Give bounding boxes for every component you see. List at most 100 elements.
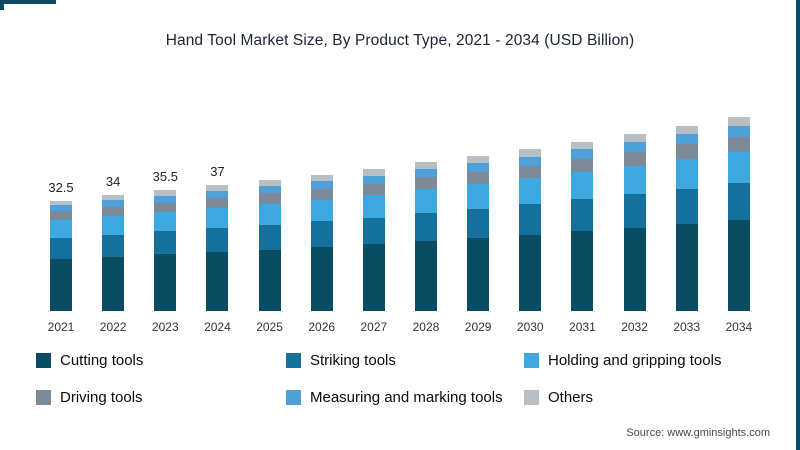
bar-segment bbox=[675, 144, 698, 160]
legend-swatch-icon bbox=[286, 353, 301, 368]
bar-segment bbox=[467, 163, 490, 172]
bar-column: 2031 bbox=[559, 102, 605, 334]
bar-segment bbox=[50, 200, 72, 206]
bar-segment bbox=[206, 207, 229, 229]
bar-segment bbox=[362, 183, 385, 195]
x-axis-label: 2034 bbox=[725, 320, 753, 334]
bar-segment bbox=[362, 175, 385, 184]
bar-segment bbox=[154, 212, 177, 232]
bar-segment bbox=[102, 195, 125, 201]
bar-segment bbox=[206, 251, 229, 311]
bar-segment bbox=[50, 259, 72, 311]
bar-segment bbox=[362, 194, 385, 218]
legend-label: Driving tools bbox=[60, 389, 143, 406]
legend-swatch-icon bbox=[286, 390, 301, 405]
bar-segment bbox=[414, 189, 437, 214]
legend-swatch-icon bbox=[36, 353, 51, 368]
stacked-bar bbox=[310, 175, 333, 311]
stacked-bar bbox=[258, 180, 281, 311]
stacked-bar bbox=[727, 117, 750, 311]
bar-segment bbox=[50, 211, 72, 221]
x-axis-label: 2028 bbox=[412, 320, 440, 334]
bar-segment bbox=[623, 194, 646, 228]
bar-segment bbox=[414, 241, 437, 311]
stacked-bar bbox=[206, 185, 229, 311]
x-axis-label: 2023 bbox=[151, 320, 179, 334]
bar-segment bbox=[258, 249, 281, 311]
x-axis-label: 2031 bbox=[569, 320, 596, 334]
bar-column: 37 2024 bbox=[194, 102, 240, 334]
bar-segment bbox=[571, 149, 594, 159]
bar-segment bbox=[519, 149, 542, 157]
bar-segment bbox=[258, 193, 281, 204]
chart-title: Hand Tool Market Size, By Product Type, … bbox=[165, 32, 635, 49]
bar-segment bbox=[154, 190, 177, 196]
bar-segment bbox=[102, 256, 125, 311]
bar-total-label: 37 bbox=[210, 164, 225, 180]
bar-segment bbox=[206, 185, 229, 191]
x-axis-label: 2027 bbox=[360, 320, 388, 334]
bar-segment bbox=[154, 195, 177, 203]
bar-segment bbox=[50, 237, 72, 259]
bar-column: 34 2022 bbox=[90, 102, 136, 334]
bar-segment bbox=[362, 168, 385, 176]
x-axis-label: 2022 bbox=[99, 320, 127, 334]
bar-segment bbox=[414, 177, 437, 190]
x-axis-label: 2025 bbox=[256, 320, 283, 334]
bar-segment bbox=[102, 206, 125, 217]
bar-segment bbox=[414, 213, 437, 242]
stacked-bar bbox=[675, 125, 698, 311]
bar-segment bbox=[675, 188, 698, 224]
stacked-bar bbox=[623, 134, 646, 311]
bar-segment bbox=[519, 156, 542, 166]
legend-label: Measuring and marking tools bbox=[310, 389, 503, 406]
bar-segment bbox=[467, 156, 490, 164]
bar-segment bbox=[519, 234, 542, 311]
legend-swatch-icon bbox=[524, 390, 539, 405]
bar-column: 2025 bbox=[247, 102, 293, 334]
bar-segment bbox=[258, 224, 281, 250]
bar-segment bbox=[623, 141, 646, 152]
bar-segment bbox=[310, 188, 333, 200]
bar-segment bbox=[258, 180, 281, 187]
bar-segment bbox=[154, 202, 177, 213]
bar-segment bbox=[310, 175, 333, 182]
legend-item: Measuring and marking tools bbox=[286, 389, 524, 406]
bar-segment bbox=[50, 205, 72, 212]
bar-segment bbox=[675, 224, 698, 311]
bar-segment bbox=[623, 134, 646, 142]
bar-segment bbox=[571, 141, 594, 150]
bar-column: 2027 bbox=[351, 102, 397, 334]
x-axis-label: 2021 bbox=[47, 320, 75, 334]
legend-swatch-icon bbox=[36, 390, 51, 405]
bar-segment bbox=[623, 151, 646, 167]
bar-segment bbox=[414, 169, 437, 178]
bar-segment bbox=[727, 219, 750, 311]
frame-accent-top-left bbox=[0, 0, 56, 4]
x-axis-label: 2033 bbox=[673, 320, 701, 334]
bar-segment bbox=[675, 125, 698, 134]
bar-segment bbox=[362, 244, 385, 311]
stacked-bar bbox=[362, 168, 385, 311]
bar-segment bbox=[727, 126, 750, 137]
bar-segment bbox=[623, 166, 646, 195]
stacked-bar bbox=[414, 162, 437, 311]
bar-segment bbox=[571, 158, 594, 173]
bar-segment bbox=[467, 238, 490, 311]
bar-segment bbox=[675, 133, 698, 145]
legend-swatch-icon bbox=[524, 353, 539, 368]
bar-segment bbox=[102, 216, 125, 235]
bar-segment bbox=[154, 231, 177, 255]
bar-segment bbox=[675, 159, 698, 189]
bar-segment bbox=[310, 247, 333, 311]
x-axis-label: 2030 bbox=[516, 320, 544, 334]
bar-segment bbox=[727, 117, 750, 127]
bar-segment bbox=[727, 136, 750, 153]
bar-segment bbox=[206, 197, 229, 208]
bar-segment bbox=[50, 220, 72, 238]
bar-column: 2026 bbox=[299, 102, 345, 334]
x-axis-label: 2032 bbox=[621, 320, 648, 334]
bar-column: 2034 bbox=[716, 102, 762, 334]
bar-total-label: 32.5 bbox=[48, 179, 74, 195]
